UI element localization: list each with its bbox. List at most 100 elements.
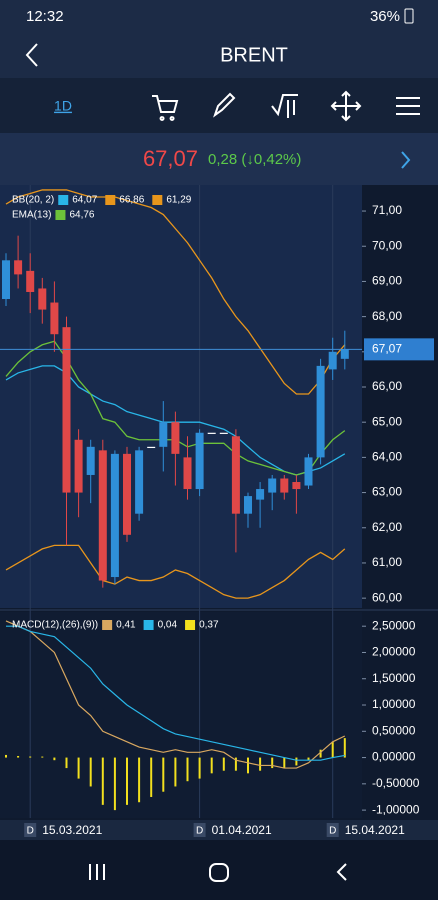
y-tick-label: 2,00000 <box>372 645 416 659</box>
legend-swatch <box>105 195 116 205</box>
candle-body <box>147 446 156 449</box>
candle-body <box>171 422 180 454</box>
candle-body <box>292 482 301 490</box>
candle-body <box>26 270 35 292</box>
date-marker-letter: D <box>329 826 336 837</box>
quote-price: 67,07 <box>143 146 198 171</box>
x-tick-label: 15.03.2021 <box>42 823 102 837</box>
macd-line <box>6 625 345 761</box>
legend-swatch <box>152 195 163 205</box>
legend-label: EMA(13) <box>12 210 51 221</box>
draw-icon[interactable] <box>213 92 236 118</box>
x-tick-label: 01.04.2021 <box>212 823 272 837</box>
y-tick-label: 62,00 <box>372 520 402 534</box>
candle-body <box>244 496 252 514</box>
period-button[interactable]: 1D <box>54 98 72 114</box>
date-marker <box>193 823 206 837</box>
y-tick-label: 1,50000 <box>372 671 416 685</box>
legend-swatch <box>55 210 66 220</box>
legend-value: 0,37 <box>199 620 219 631</box>
indicator-icon[interactable] <box>271 94 298 118</box>
candle-body <box>304 457 313 486</box>
candle-body <box>74 439 83 493</box>
candle-body <box>110 453 119 578</box>
candle-body <box>340 349 349 359</box>
move-icon[interactable] <box>330 90 362 122</box>
x-tick-label: 15.04.2021 <box>345 823 405 837</box>
legend-value: 64,07 <box>72 195 97 206</box>
legend-swatch <box>102 620 113 630</box>
candle-body <box>123 453 131 535</box>
quote-arrow[interactable] <box>401 151 411 169</box>
legend-swatch <box>143 620 154 630</box>
candle-body <box>231 436 240 514</box>
y-tick-label: 68,00 <box>372 309 402 323</box>
cart-icon[interactable] <box>152 95 179 121</box>
battery-icon <box>404 8 414 24</box>
last-price-box <box>364 338 434 361</box>
candle-body <box>219 432 228 434</box>
candle-body <box>50 302 59 335</box>
date-marker <box>326 823 339 837</box>
y-tick-label: 60,00 <box>372 590 402 604</box>
candle-body <box>316 365 325 458</box>
time: 12:32 <box>26 8 64 25</box>
date-marker <box>24 823 37 837</box>
legend-value: 66,86 <box>119 195 144 206</box>
date-marker-letter: D <box>196 826 203 837</box>
y-tick-label: 66,00 <box>372 379 402 393</box>
candle-body <box>195 432 204 490</box>
candle-body <box>135 450 144 514</box>
y-tick-label: 70,00 <box>372 238 402 252</box>
date-marker-letter: D <box>27 826 34 837</box>
back-button[interactable] <box>25 43 38 67</box>
legend-label: BB(20, 2) <box>12 195 54 206</box>
candle-body <box>38 288 47 310</box>
last-price-label: 67,07 <box>372 342 402 356</box>
quote-bar <box>0 133 438 185</box>
y-tick-label: -1,00000 <box>372 802 420 816</box>
y-tick-label: 0,00000 <box>372 750 416 764</box>
macd-plot <box>5 620 346 811</box>
candle-body <box>183 457 192 490</box>
legend-swatch <box>58 195 69 205</box>
menu-icon[interactable] <box>396 97 420 115</box>
candle-body <box>280 478 289 493</box>
candle-body <box>2 260 10 300</box>
nav-bar <box>0 840 438 900</box>
y-tick-label: 63,00 <box>372 485 402 499</box>
y-tick-label: 71,00 <box>372 203 402 217</box>
y-tick-label: 61,00 <box>372 555 402 569</box>
legend-label: MACD(12),(26),(9)) <box>12 620 98 631</box>
plot-area <box>0 185 362 608</box>
overlays <box>2 189 349 599</box>
legend-value: 0,04 <box>158 620 178 631</box>
status-bar <box>0 0 438 32</box>
legend-value: 0,41 <box>116 620 136 631</box>
y-tick-label: -0,50000 <box>372 776 420 790</box>
candle-body <box>207 432 216 434</box>
battery: 36% <box>370 8 400 25</box>
candle-body <box>159 422 168 447</box>
macd-area <box>0 612 362 818</box>
legend-value: 61,29 <box>166 195 191 206</box>
candle-body <box>62 327 71 493</box>
y-tick-label: 69,00 <box>372 274 402 288</box>
overlay-line <box>5 544 346 599</box>
overlay-line <box>5 189 346 395</box>
candle-body <box>256 489 265 500</box>
legend-value: 64,76 <box>69 210 94 221</box>
y-tick-label: 2,50000 <box>372 618 416 632</box>
nav-home[interactable] <box>209 863 229 882</box>
candle-body <box>328 351 337 370</box>
y-tick-label: 0,50000 <box>372 723 416 737</box>
quote-change: 0,28 (↓0,42%) <box>208 151 301 168</box>
candle-body <box>98 450 107 581</box>
candle-body <box>86 446 95 475</box>
y-tick-label: 1,00000 <box>372 697 416 711</box>
header <box>0 32 438 78</box>
legend-swatch <box>185 620 196 630</box>
nav-recent[interactable] <box>89 864 105 880</box>
nav-back[interactable] <box>336 863 347 881</box>
